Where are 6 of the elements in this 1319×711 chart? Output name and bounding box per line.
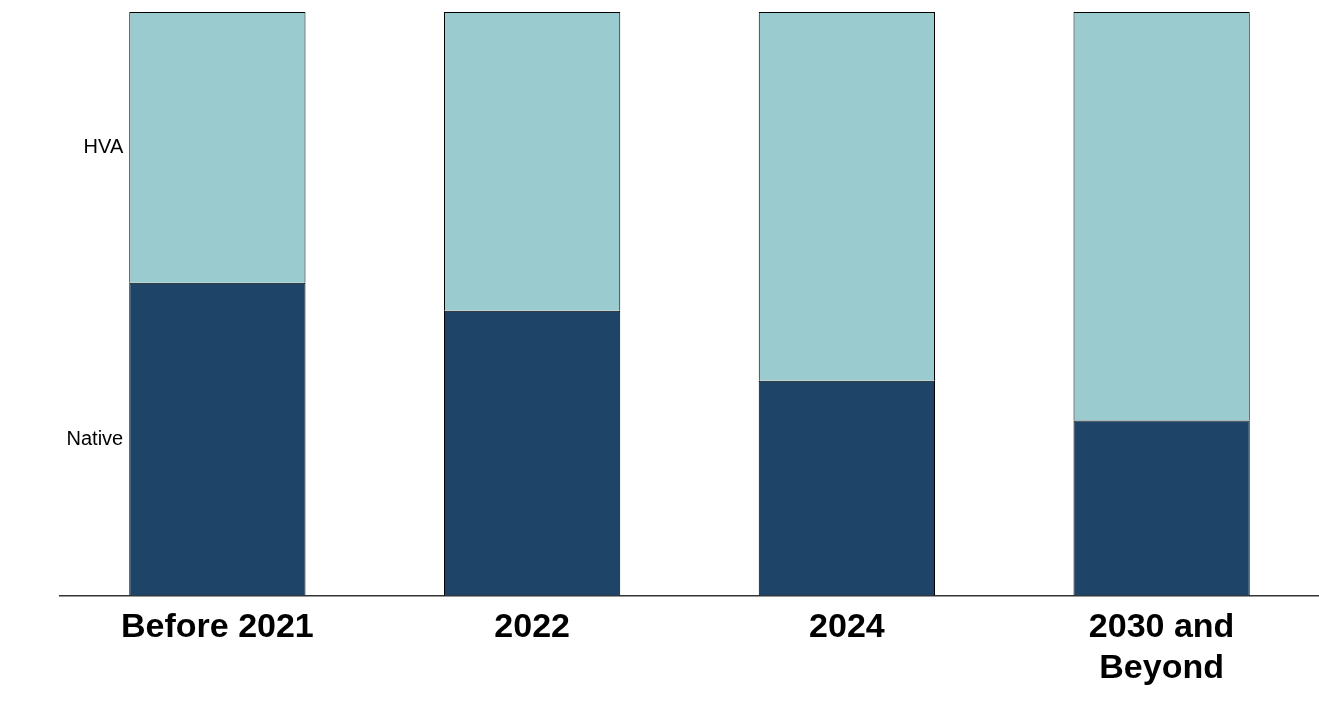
series-label: Native <box>66 426 124 449</box>
x-tick-label: Before 2021 <box>120 606 314 645</box>
x-tick-label: 2030 and Beyond <box>1088 606 1235 685</box>
series-label: HVA <box>83 134 124 157</box>
x-tick-label: 2022 <box>494 606 570 645</box>
x-tick-label: 2024 <box>809 606 885 645</box>
